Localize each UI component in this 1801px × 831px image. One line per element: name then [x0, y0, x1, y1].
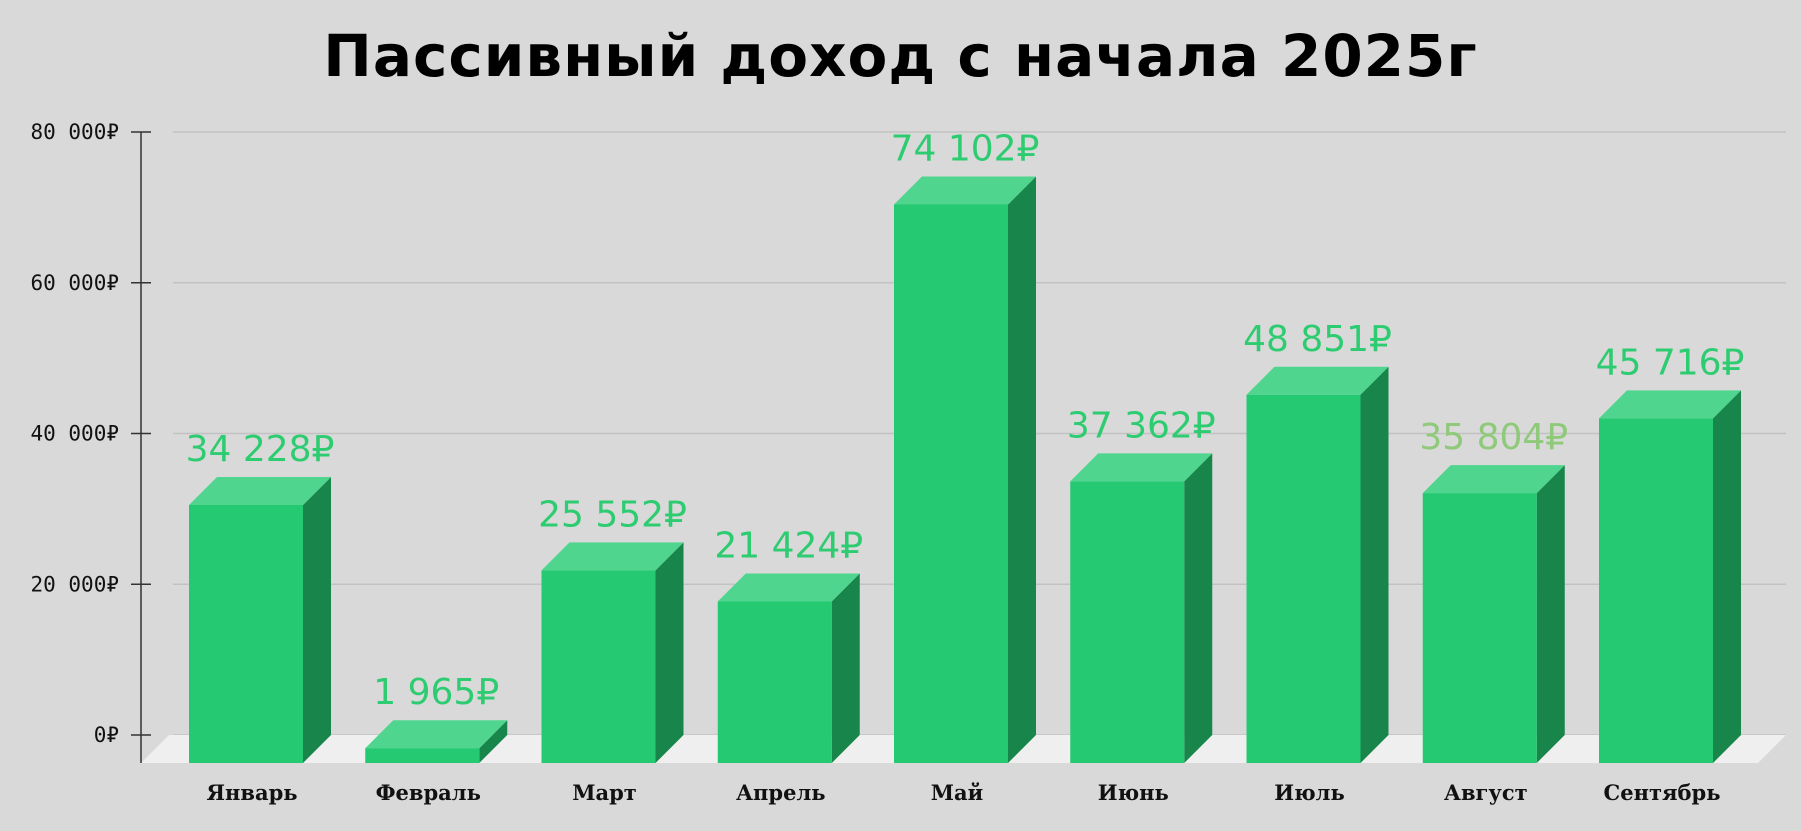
- x-tick-label: Январь: [206, 780, 297, 805]
- bar-side: [303, 477, 331, 763]
- y-tick-label: 40 000₽: [30, 422, 119, 446]
- bar: [1422, 493, 1537, 763]
- data-label: 45 716₽: [1596, 342, 1745, 383]
- x-tick-label: Июль: [1274, 780, 1344, 805]
- bar-top: [1070, 453, 1213, 482]
- x-tick-label: Апрель: [736, 780, 826, 805]
- bar-side: [1184, 453, 1213, 763]
- bar-side: [479, 720, 508, 763]
- data-label: 21 424₽: [714, 526, 863, 567]
- bar-side: [1536, 465, 1565, 763]
- bar-top: [1246, 366, 1389, 395]
- bar-side: [1360, 366, 1389, 763]
- bar-top: [365, 720, 508, 749]
- bar-top: [1599, 390, 1741, 419]
- x-tick-label: Май: [931, 780, 983, 805]
- bar-top: [1422, 465, 1565, 494]
- x-tick-label: Сентябрь: [1604, 780, 1721, 805]
- bar: [189, 505, 303, 763]
- data-label: 37 362₽: [1067, 405, 1216, 446]
- bar: [717, 601, 832, 763]
- bar-top: [717, 573, 860, 602]
- bar: [1599, 418, 1713, 763]
- bar: [1070, 481, 1185, 763]
- bar-side: [1008, 176, 1036, 763]
- bar-side: [1713, 390, 1741, 763]
- chart-title: Пассивный доход с начала 2025г: [323, 22, 1478, 90]
- y-tick-label: 0₽: [94, 723, 119, 747]
- data-label: 35 804₽: [1419, 417, 1568, 458]
- y-tick-label: 20 000₽: [30, 572, 119, 596]
- bar: [365, 748, 480, 763]
- data-label: 1 965₽: [373, 672, 499, 713]
- data-label: 34 228₽: [186, 429, 335, 470]
- x-tick-label: Февраль: [376, 780, 481, 805]
- y-tick-label: 60 000₽: [30, 271, 119, 295]
- bar-side: [831, 573, 860, 763]
- bar-side: [655, 542, 684, 763]
- data-label: 25 552₽: [538, 494, 687, 535]
- x-tick-label: Март: [572, 780, 637, 805]
- bar: [1246, 394, 1361, 763]
- bar-top: [189, 477, 331, 506]
- bar-top: [541, 542, 684, 571]
- bar: [541, 570, 656, 763]
- y-tick-label: 80 000₽: [30, 120, 119, 144]
- x-tick-label: Июнь: [1098, 780, 1169, 805]
- data-label: 48 851₽: [1243, 319, 1392, 360]
- bar: [894, 204, 1008, 763]
- x-tick-label: Август: [1444, 780, 1528, 805]
- data-label: 74 102₽: [891, 128, 1040, 169]
- bar-top: [894, 176, 1036, 205]
